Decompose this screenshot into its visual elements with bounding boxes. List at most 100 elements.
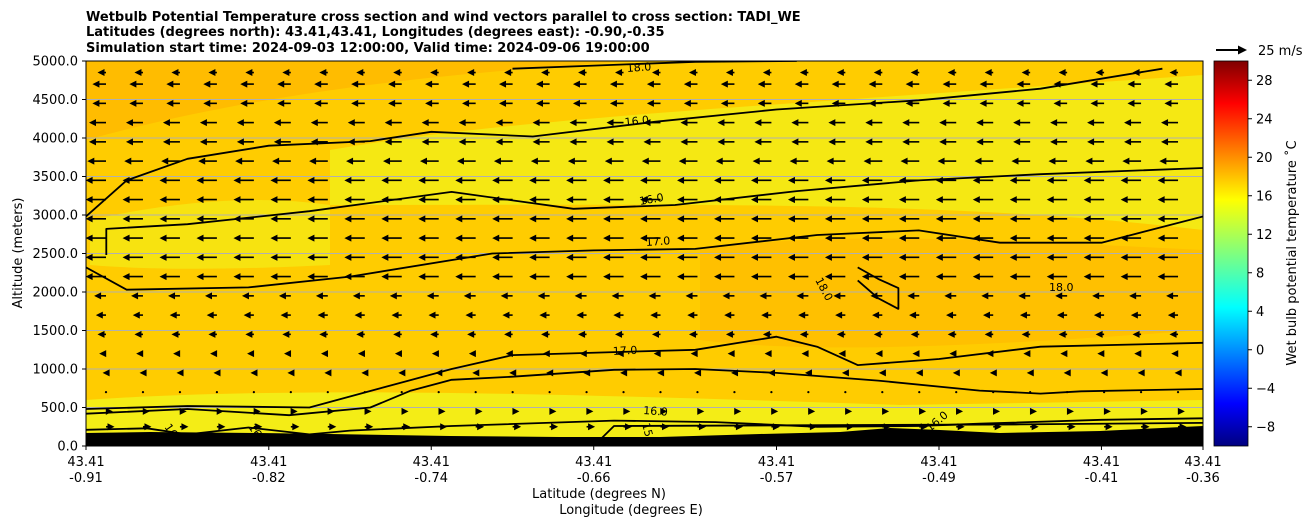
wind-vector	[495, 119, 513, 127]
wind-vector	[278, 292, 291, 300]
wind-vector	[179, 423, 189, 431]
wind-vector	[574, 292, 587, 300]
wind-vector	[648, 292, 661, 300]
y-axis-ticks: 0.0 500.0 1000.0 1500.0 2000.0 2500.0 3000.0 35…	[33, 55, 86, 455]
wind-vector	[213, 369, 221, 377]
x-tick-label-lat: 43.41	[575, 455, 612, 470]
wind-vector	[455, 176, 476, 184]
warm-field-patch-mid	[700, 238, 1203, 348]
wind-vector	[787, 253, 809, 261]
wind-vector	[270, 253, 291, 261]
wind-vector	[1122, 157, 1142, 165]
wind-vector	[787, 176, 809, 184]
wind-vector	[586, 423, 596, 431]
contour-label-17-mid: 17.0	[645, 234, 670, 249]
wind-vector	[326, 391, 329, 394]
wind-vector	[418, 176, 439, 184]
wind-vector	[196, 253, 217, 261]
wind-vector	[935, 176, 957, 184]
wind-vector	[327, 407, 335, 415]
wind-vector	[273, 119, 291, 127]
wind-vector	[420, 157, 439, 165]
wind-vector	[270, 234, 291, 242]
wind-vector	[131, 292, 143, 300]
wind-vector	[344, 176, 365, 184]
wind-vector	[935, 215, 957, 223]
wind-vector	[604, 157, 624, 165]
wind-vector	[280, 311, 291, 319]
wind-vector	[105, 407, 113, 415]
wind-vector	[824, 176, 846, 184]
wind-vector	[456, 157, 476, 165]
wind-vector	[529, 273, 550, 281]
wind-vector	[572, 99, 587, 107]
wind-vector	[462, 80, 476, 88]
wind-vector	[935, 253, 957, 261]
wind-vector	[640, 253, 661, 261]
colorbar-ticks: −8 −4 0 4 8 12 16 20 24 28	[1248, 74, 1275, 435]
wind-vector	[1127, 99, 1142, 107]
wind-vector	[714, 176, 735, 184]
y-tick-label: 1500.0	[33, 324, 79, 339]
wind-vector	[529, 215, 550, 223]
wind-vector	[203, 80, 217, 88]
wind-vector	[714, 215, 735, 223]
wind-vector	[1013, 138, 1031, 146]
wind-vector	[162, 138, 180, 146]
wind-vector	[919, 423, 928, 431]
wind-vector	[898, 273, 920, 281]
wind-vector	[134, 330, 143, 338]
wind-vector	[974, 157, 994, 165]
wind-vector	[1100, 369, 1108, 377]
wind-vector	[532, 138, 550, 146]
wind-vector	[1093, 311, 1105, 319]
wind-vector	[253, 407, 261, 415]
wind-vector	[1161, 119, 1179, 127]
wind-vector	[430, 69, 439, 77]
wind-vector	[902, 119, 920, 127]
wind-vector	[1085, 157, 1105, 165]
wind-vector	[824, 273, 846, 281]
wind-vector	[159, 234, 180, 242]
wind-vector	[905, 80, 920, 88]
wind-vector	[309, 157, 328, 165]
wind-vector	[1164, 80, 1179, 88]
wind-vector	[861, 196, 883, 204]
wind-vector	[290, 407, 298, 415]
wind-vector	[161, 157, 180, 165]
wind-vector	[677, 253, 698, 261]
wind-vector	[603, 234, 624, 242]
colorbar-tick-label: 20	[1256, 151, 1273, 166]
wind-vector	[1053, 99, 1068, 107]
wind-vector	[421, 138, 439, 146]
wind-vector	[462, 99, 476, 107]
wind-vector	[92, 99, 106, 107]
wind-vector	[196, 234, 217, 242]
wind-vector	[270, 215, 291, 223]
wind-vector	[1009, 215, 1031, 223]
wind-vector	[196, 176, 217, 184]
wind-vector	[233, 215, 254, 223]
wind-vector	[881, 391, 884, 394]
wind-vector	[696, 391, 699, 394]
wind-vector	[714, 253, 735, 261]
x-tick-label-lon: -0.49	[922, 471, 956, 486]
wind-vector	[241, 292, 254, 300]
wind-vector	[677, 273, 698, 281]
wind-vector	[134, 69, 143, 77]
wind-vector	[683, 80, 698, 88]
wind-vector	[492, 273, 513, 281]
x-tick-label-lon: -0.82	[252, 471, 286, 486]
wind-vector	[1129, 292, 1142, 300]
wind-vector	[1060, 350, 1068, 358]
wind-vector	[289, 391, 292, 394]
wind-vector	[905, 99, 920, 107]
wind-vector	[640, 196, 661, 204]
plot-area	[86, 61, 1203, 446]
wind-vector	[529, 234, 550, 242]
wind-vector	[1046, 196, 1068, 204]
wind-vector	[327, 423, 337, 431]
colorbar-label: Wet bulb potential temperature ˚C	[1284, 140, 1300, 365]
wind-vector	[549, 407, 557, 415]
wind-vector	[944, 292, 957, 300]
